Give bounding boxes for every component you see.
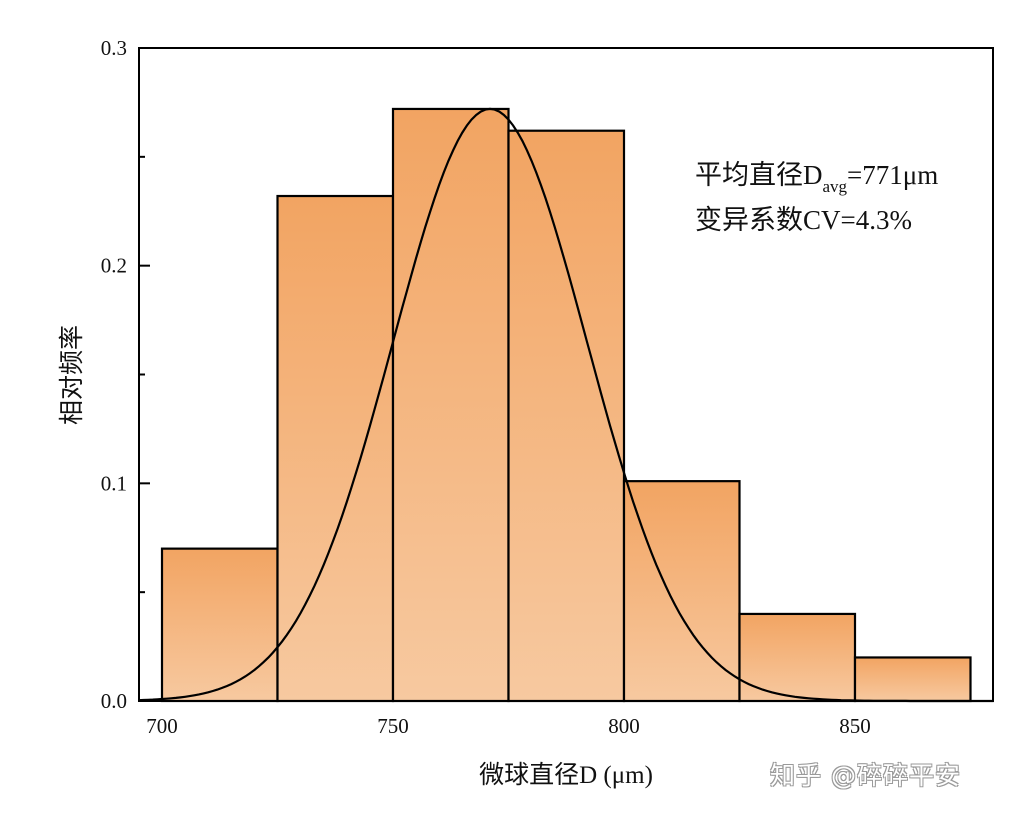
- histogram-bar: [160, 547, 279, 703]
- y-axis-title: 相对频率: [58, 325, 86, 425]
- mean-diameter-annotation: 平均直径Davg=771μm: [695, 160, 938, 196]
- x-tick-label: 850: [839, 714, 871, 738]
- normal-fit-curve: [138, 107, 994, 703]
- cv-annotation: 变异系数CV=4.3%: [695, 205, 912, 235]
- y-axis: 0.0 0.1 0.2 0.3: [101, 36, 150, 713]
- histogram-bar: [853, 656, 972, 703]
- x-tick-label: 800: [608, 714, 640, 738]
- y-tick-label: 0.0: [101, 689, 127, 713]
- watermark: 知乎 @碎碎平安: [770, 761, 961, 790]
- histogram-bar: [276, 194, 395, 703]
- histogram-bars: [160, 107, 972, 703]
- x-axis: 700 750 800 850: [146, 714, 871, 738]
- x-tick-label: 750: [377, 714, 409, 738]
- y-tick-label: 0.3: [101, 36, 127, 60]
- histogram-bar: [391, 107, 510, 703]
- histogram-bar: [507, 129, 626, 703]
- x-tick-label: 700: [146, 714, 178, 738]
- y-tick-label: 0.2: [101, 254, 127, 278]
- y-tick-label: 0.1: [101, 471, 127, 495]
- x-axis-title: 微球直径D (μm): [479, 761, 653, 789]
